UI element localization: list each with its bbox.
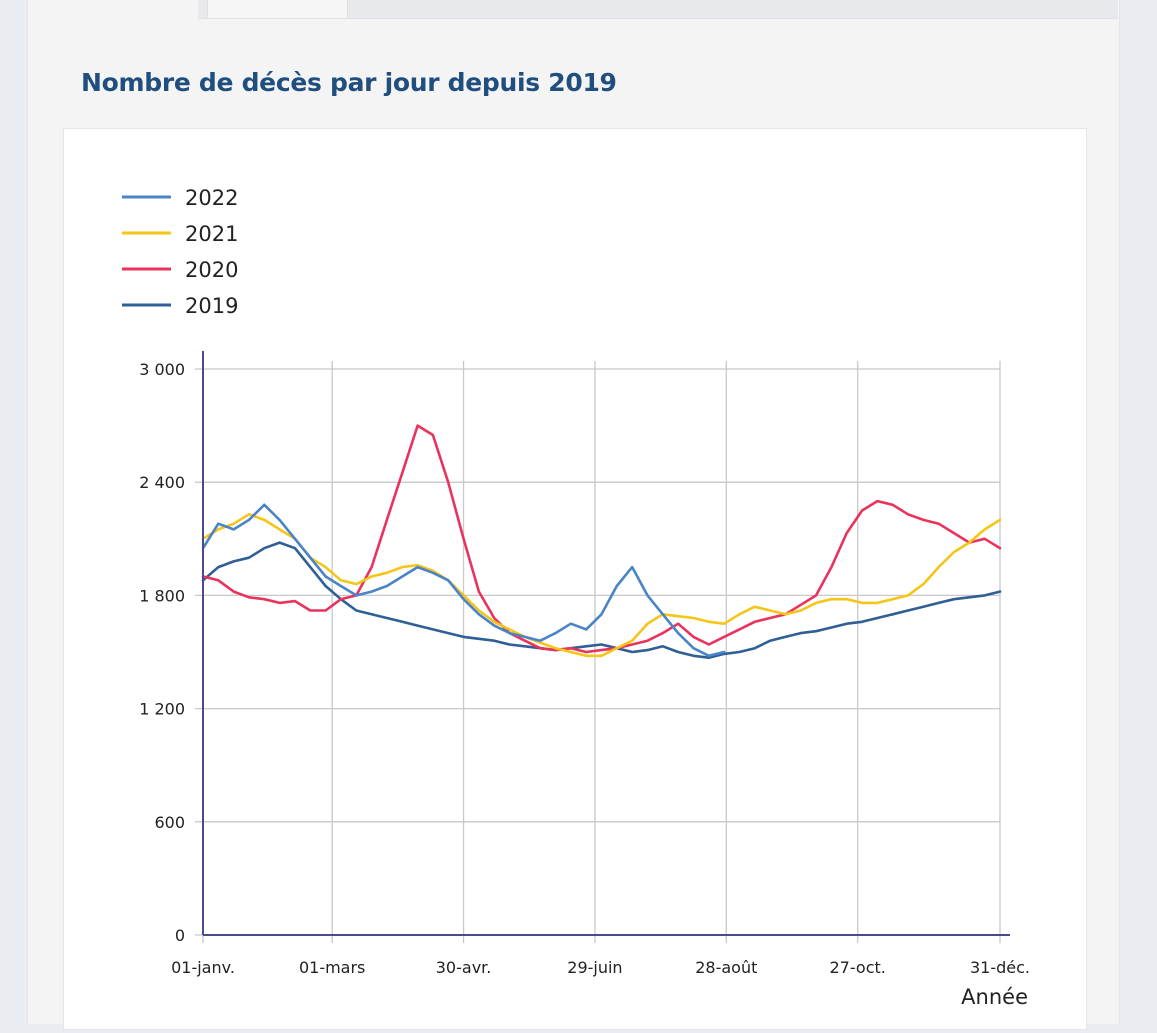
gridlines	[195, 361, 1001, 943]
legend-item: 2022	[122, 186, 238, 210]
y-tick-label: 600	[154, 813, 185, 832]
legend-label: 2019	[185, 294, 238, 318]
series-line-2021	[201, 512, 1002, 658]
chart-title: Nombre de décès par jour depuis 2019	[81, 68, 617, 97]
tab-active[interactable]	[207, 0, 348, 18]
y-tick-label: 0	[175, 926, 185, 945]
x-axis-label: Année	[961, 985, 1028, 1009]
legend: 2022 2021 2020 2019	[122, 186, 238, 318]
y-axis-ticks: 0 600 1 200 1 800 2 400 3 000	[139, 360, 185, 945]
legend-item: 2021	[122, 222, 238, 246]
y-tick-label: 1 800	[139, 586, 185, 605]
x-tick-label: 28-août	[695, 958, 757, 977]
line-chart: 2022 2021 2020 2019 0 600 1 200 1 800 2 400 3 00…	[122, 186, 1030, 1009]
series-lines	[201, 424, 1002, 660]
legend-label: 2021	[185, 222, 238, 246]
series-line-2020	[201, 424, 1002, 654]
x-tick-label: 30-avr.	[436, 958, 492, 977]
x-tick-label: 27-oct.	[829, 958, 885, 977]
tab-strip	[198, 0, 1118, 19]
chart-card: 2022 2021 2020 2019 0 600 1 200 1 800 2 400 3 00…	[63, 128, 1087, 1030]
series-line-2019	[201, 541, 1002, 660]
y-tick-label: 3 000	[139, 360, 185, 379]
series-line-2022	[201, 503, 726, 658]
x-tick-label: 01-janv.	[171, 958, 235, 977]
legend-label: 2022	[185, 186, 238, 210]
y-tick-label: 1 200	[139, 700, 185, 719]
x-tick-label: 29-juin	[567, 958, 622, 977]
legend-label: 2020	[185, 258, 238, 282]
x-axis-ticks: 01-janv. 01-mars 30-avr. 29-juin 28-août 27-o…	[171, 958, 1030, 977]
legend-item: 2019	[122, 294, 238, 318]
x-tick-label: 01-mars	[299, 958, 365, 977]
x-tick-label: 31-déc.	[970, 958, 1030, 977]
y-tick-label: 2 400	[139, 473, 185, 492]
axes	[202, 351, 1010, 936]
legend-item: 2020	[122, 258, 238, 282]
